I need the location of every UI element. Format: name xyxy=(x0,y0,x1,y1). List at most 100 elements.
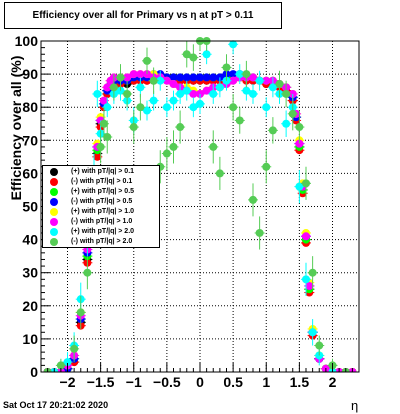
data-point xyxy=(196,99,204,108)
data-point xyxy=(123,89,132,98)
data-point xyxy=(315,341,324,350)
data-point xyxy=(255,228,264,237)
data-point xyxy=(169,73,178,82)
data-point xyxy=(229,70,238,79)
data-point xyxy=(176,73,185,82)
legend-marker xyxy=(50,228,58,236)
data-point xyxy=(162,103,171,112)
data-point xyxy=(83,268,92,277)
data-point xyxy=(123,73,132,82)
data-point xyxy=(109,83,118,92)
data-point xyxy=(103,132,112,141)
data-point xyxy=(136,83,145,92)
data-point xyxy=(182,86,191,95)
data-point xyxy=(235,116,244,125)
data-point xyxy=(222,63,231,72)
y-tick-label: 30 xyxy=(22,265,38,281)
y-tick-label: 10 xyxy=(22,331,38,347)
y-tick-label: 70 xyxy=(22,132,38,148)
data-point xyxy=(302,232,310,241)
legend-label: (-) with pT/|q| > 1.0 xyxy=(71,218,133,225)
data-point xyxy=(215,83,224,92)
data-point xyxy=(282,89,291,98)
y-axis-label: Efficiency over all (%) xyxy=(8,55,24,201)
y-tick-label: 80 xyxy=(22,99,38,115)
data-point xyxy=(229,103,238,112)
x-tick-label: −2 xyxy=(60,374,76,390)
data-point xyxy=(103,83,112,92)
legend: (+) with pT/|q| > 0.1 (-) with pT/|q| > … xyxy=(42,165,160,248)
legend-label: (+) with pT/|q| > 2.0 xyxy=(71,228,135,235)
data-point xyxy=(96,142,105,151)
data-point xyxy=(169,96,178,105)
data-point xyxy=(143,56,151,65)
data-point xyxy=(235,70,244,79)
x-tick-label: 0 xyxy=(196,374,204,390)
legend-label: (+) with pT/|q| > 1.0 xyxy=(71,208,135,215)
data-point xyxy=(202,86,211,95)
x-axis-label: η xyxy=(351,398,359,413)
data-point xyxy=(169,142,178,151)
data-point xyxy=(129,123,138,132)
legend-label: (-) with pT/|q| > 0.1 xyxy=(71,178,133,185)
legend-entry: (+) with pT/|q| > 0.1 xyxy=(43,167,159,177)
data-point xyxy=(182,73,191,82)
data-point xyxy=(149,76,158,85)
y-tick-label: 20 xyxy=(22,298,38,314)
data-point xyxy=(288,109,297,118)
data-point xyxy=(116,73,125,82)
y-tick-label: 0 xyxy=(30,364,38,380)
data-point xyxy=(93,89,102,98)
legend-entry: (-) with pT/|q| > 0.5 xyxy=(43,197,159,207)
data-point xyxy=(275,80,284,89)
data-point xyxy=(302,179,310,188)
x-tick-label: 0.5 xyxy=(223,374,243,390)
data-point xyxy=(202,73,211,82)
data-point xyxy=(215,169,224,178)
legend-entry: (-) with pT/|q| > 1.0 xyxy=(43,217,159,227)
data-point xyxy=(162,76,171,85)
data-point xyxy=(262,162,271,171)
data-point xyxy=(76,308,85,317)
data-point xyxy=(99,119,108,128)
data-point xyxy=(209,73,218,82)
data-point xyxy=(229,76,238,85)
data-point xyxy=(162,149,171,158)
legend-label: (-) with pT/|q| > 0.5 xyxy=(71,198,133,205)
data-point xyxy=(242,86,251,95)
legend-label: (+) with pT/|q| > 0.5 xyxy=(71,188,135,195)
legend-marker xyxy=(50,238,58,246)
data-point xyxy=(70,344,79,353)
data-point xyxy=(149,96,158,105)
y-tick-label: 100 xyxy=(15,33,39,49)
data-point xyxy=(249,89,257,98)
data-point xyxy=(189,89,198,98)
data-point xyxy=(295,182,304,191)
data-point xyxy=(308,328,317,337)
data-point xyxy=(268,83,277,92)
data-point xyxy=(136,70,145,79)
data-point xyxy=(63,358,72,367)
x-tick-label: −1 xyxy=(126,374,142,390)
data-point xyxy=(176,89,185,98)
legend-marker xyxy=(50,208,58,216)
legend-marker xyxy=(50,218,58,226)
data-point xyxy=(209,89,218,98)
y-tick-label: 50 xyxy=(22,199,38,215)
data-point xyxy=(93,152,102,161)
data-point xyxy=(169,80,178,89)
x-tick-label: 1.5 xyxy=(290,374,310,390)
x-tick-label: −0.5 xyxy=(153,374,181,390)
data-point xyxy=(136,103,145,112)
data-point xyxy=(209,142,218,151)
legend-marker xyxy=(50,178,58,186)
y-tick-label: 40 xyxy=(22,232,38,248)
data-point xyxy=(308,268,317,277)
data-point xyxy=(129,70,138,79)
legend-entry: (-) with pT/|q| > 0.1 xyxy=(43,177,159,187)
x-tick-label: 1 xyxy=(262,374,270,390)
legend-marker xyxy=(50,198,58,206)
y-tick-label: 90 xyxy=(22,66,38,82)
data-point xyxy=(176,123,185,132)
data-point xyxy=(305,281,314,290)
